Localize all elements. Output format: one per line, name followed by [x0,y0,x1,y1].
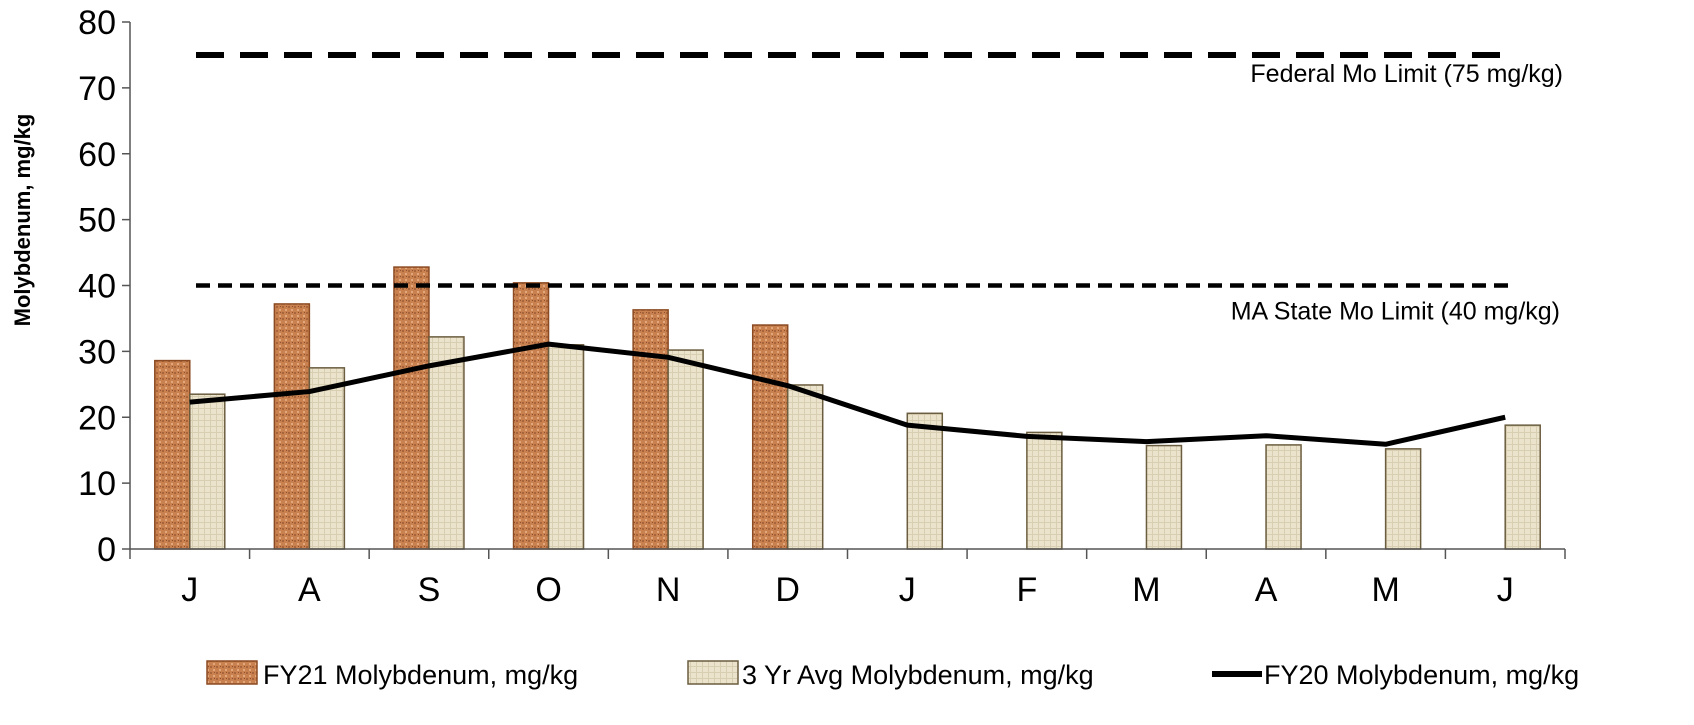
x-tick-label: N [656,571,681,609]
federal-limit-label: Federal Mo Limit (75 mg/kg) [1250,60,1563,88]
bar-3yr-avg [189,393,226,550]
bar-fy21 [154,359,191,550]
legend-swatch-fy21 [206,660,258,685]
y-tick-label: 40 [78,268,116,306]
y-tick-label: 60 [78,136,116,174]
bar-3yr-avg [308,367,346,550]
x-tick-label: A [1255,571,1278,609]
x-tick-label: M [1371,571,1399,609]
legend-label-3yr-avg: 3 Yr Avg Molybdenum, mg/kg [742,660,1094,690]
bar-3yr-avg [428,336,465,550]
y-tick-label: 80 [78,4,116,42]
x-tick-label: J [899,571,916,609]
line-fy20 [189,341,1506,447]
x-tick-label: M [1132,571,1160,609]
bar-fy21 [632,309,669,550]
x-tick-label: J [181,571,198,609]
x-tick-label: J [1497,571,1514,609]
legend-label-fy20: FY20 Molybdenum, mg/kg [1264,660,1579,690]
y-axis-title: Molybdenum, mg/kg [10,114,35,327]
bar-3yr-avg [547,344,585,550]
x-tick-label: D [775,571,800,609]
y-tick-label: 20 [78,399,116,437]
x-tick-label: A [298,571,321,609]
y-tick-label: 70 [78,70,116,108]
y-tick-label: 0 [97,531,116,569]
bar-3yr-avg [1026,431,1063,550]
legend-swatch-3yr-avg [687,660,739,685]
bar-3yr-avg [667,349,704,550]
plot-area: 0 10 20 30 40 50 60 70 80 J A S O N D J F M A M J Federal Mo … [78,4,1566,609]
legend-label-fy21: FY21 Molybdenum, mg/kg [263,660,578,690]
y-tick-label: 50 [78,202,116,240]
bar-fy21 [273,303,311,550]
bar-3yr-avg [786,384,824,550]
bar-3yr-avg [1265,444,1302,550]
bar-fy21 [393,266,430,550]
bar-fy21 [512,282,550,550]
x-tick-label: F [1016,571,1037,609]
bar-3yr-avg [906,412,944,550]
bar-3yr-avg [1384,448,1422,550]
y-tick-label: 30 [78,333,116,371]
legend: FY21 Molybdenum, mg/kg 3 Yr Avg Molybdenu… [206,660,1579,690]
x-tick-label: S [418,571,441,609]
bar-3yr-avg [1504,424,1541,550]
y-tick-label: 10 [78,465,116,503]
x-tick-label: O [535,571,561,609]
bar-fy21 [751,324,789,550]
bar-3yr-avg [1145,444,1183,550]
state-limit-label: MA State Mo Limit (40 mg/kg) [1231,298,1560,326]
